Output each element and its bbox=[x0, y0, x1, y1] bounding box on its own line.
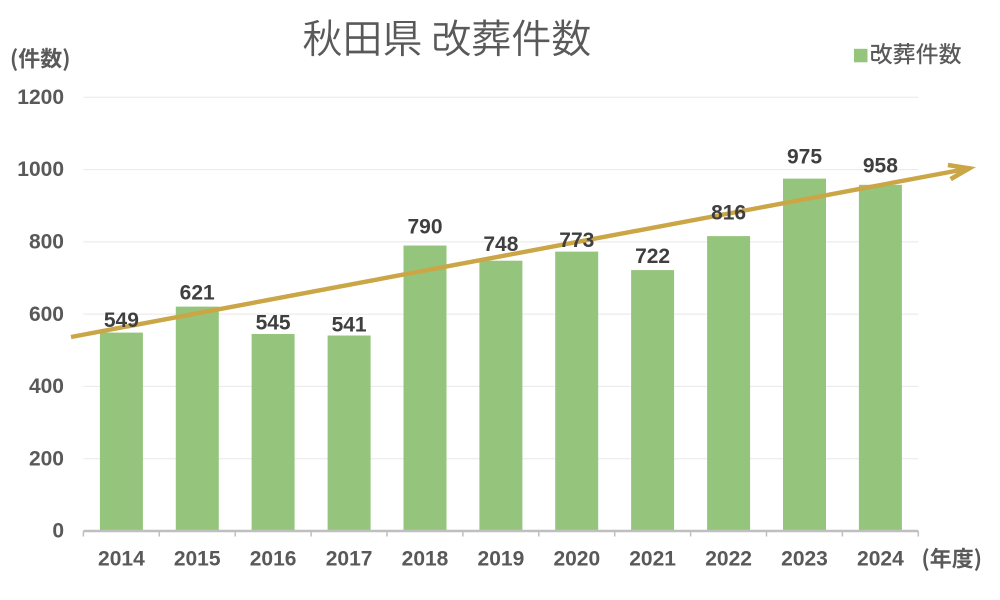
svg-text:549: 549 bbox=[104, 309, 139, 332]
svg-text:773: 773 bbox=[559, 229, 594, 252]
svg-text:1200: 1200 bbox=[17, 86, 64, 109]
svg-text:816: 816 bbox=[711, 202, 746, 225]
svg-text:400: 400 bbox=[29, 375, 64, 398]
svg-text:2016: 2016 bbox=[250, 548, 297, 571]
svg-text:2022: 2022 bbox=[705, 548, 752, 571]
svg-text:958: 958 bbox=[863, 155, 898, 178]
svg-text:600: 600 bbox=[29, 303, 64, 326]
svg-text:0: 0 bbox=[52, 520, 64, 543]
svg-text:975: 975 bbox=[787, 146, 822, 169]
svg-text:2014: 2014 bbox=[98, 548, 145, 571]
svg-text:2021: 2021 bbox=[629, 548, 676, 571]
svg-text:1000: 1000 bbox=[17, 158, 64, 181]
svg-text:2020: 2020 bbox=[553, 548, 600, 571]
svg-text:2019: 2019 bbox=[478, 548, 525, 571]
svg-text:800: 800 bbox=[29, 231, 64, 254]
svg-text:722: 722 bbox=[635, 245, 670, 268]
svg-text:748: 748 bbox=[483, 233, 518, 256]
svg-text:790: 790 bbox=[407, 215, 442, 238]
svg-text:2017: 2017 bbox=[326, 548, 373, 571]
svg-text:541: 541 bbox=[332, 313, 367, 336]
svg-text:200: 200 bbox=[29, 447, 64, 470]
svg-text:2023: 2023 bbox=[781, 548, 828, 571]
svg-text:621: 621 bbox=[180, 281, 215, 304]
svg-text:2024: 2024 bbox=[857, 548, 904, 571]
svg-text:2018: 2018 bbox=[402, 548, 449, 571]
svg-text:545: 545 bbox=[256, 312, 291, 335]
svg-text:2015: 2015 bbox=[174, 548, 221, 571]
